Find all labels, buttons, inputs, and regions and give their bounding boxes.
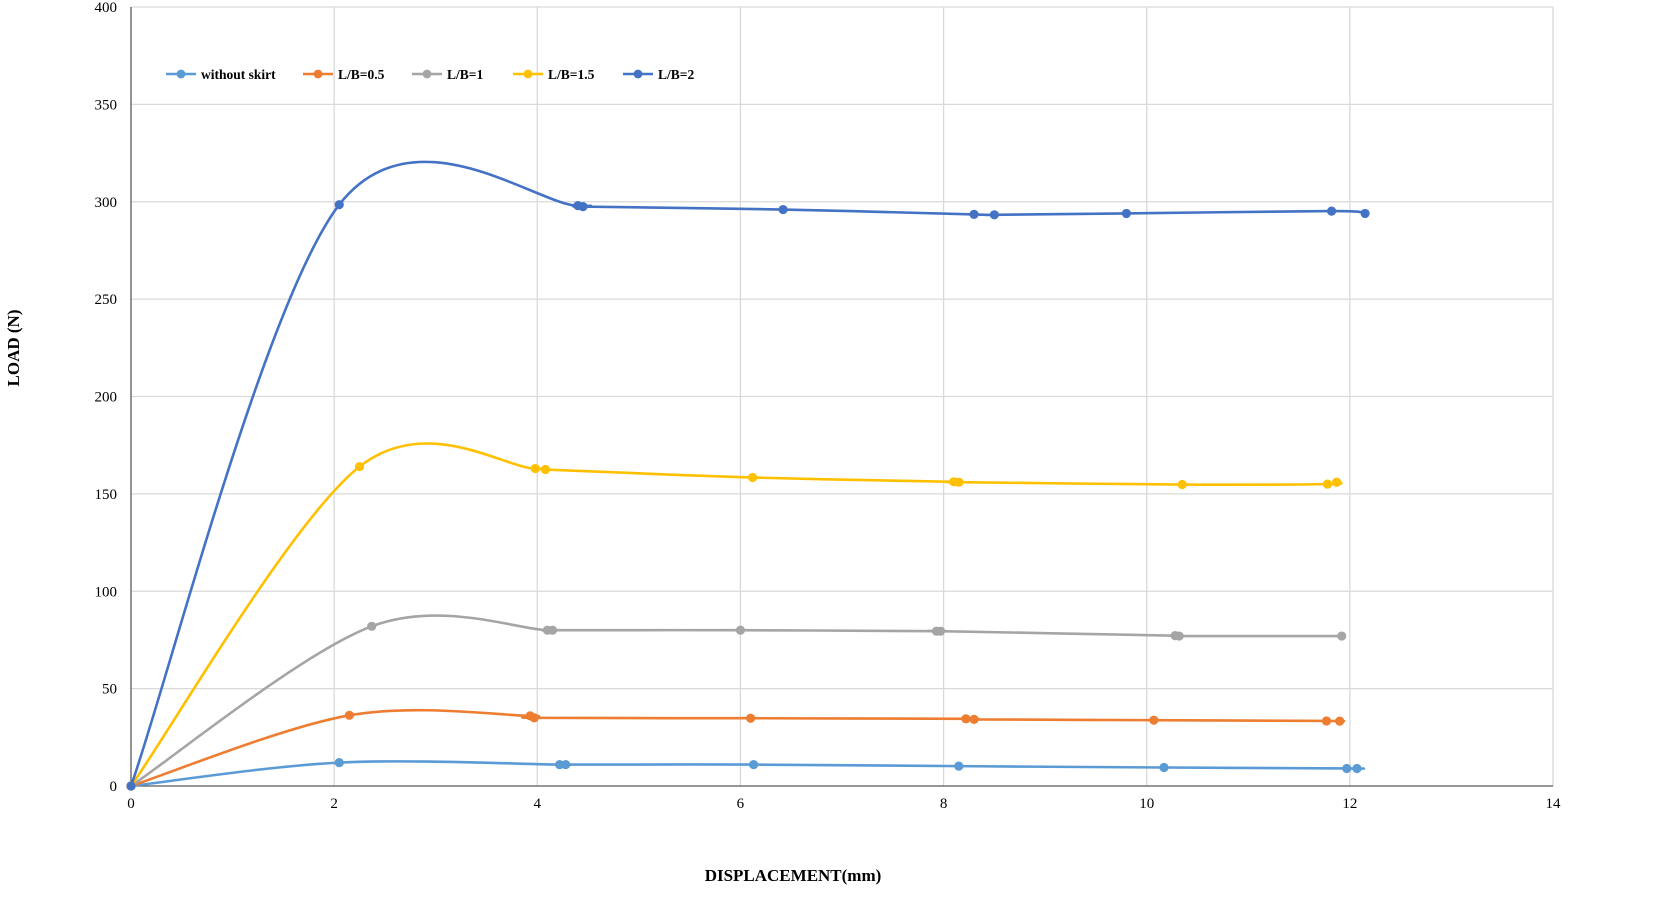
data-point bbox=[334, 758, 344, 768]
axes bbox=[130, 7, 1553, 787]
data-point bbox=[1335, 716, 1345, 726]
data-point bbox=[1360, 208, 1370, 219]
data-point bbox=[749, 759, 759, 770]
legend-item-l-b-1: L/B=1 bbox=[412, 67, 483, 82]
legend-marker bbox=[313, 69, 323, 79]
legend-label: L/B=1 bbox=[447, 67, 483, 82]
x-tick-label: 12 bbox=[1342, 796, 1357, 812]
legend-label: L/B=0.5 bbox=[338, 67, 385, 82]
data-point bbox=[529, 713, 539, 723]
legend-item-l-b-0-5: L/B=0.5 bbox=[303, 67, 385, 82]
data-point bbox=[1337, 631, 1347, 641]
series-l-b-1-5 bbox=[126, 442, 1343, 791]
x-tick-label: 0 bbox=[127, 796, 135, 812]
data-point bbox=[561, 759, 571, 770]
legend-marker bbox=[633, 69, 643, 79]
data-point bbox=[1149, 715, 1159, 725]
data-point bbox=[1352, 763, 1362, 774]
y-tick-label: 0 bbox=[110, 779, 118, 795]
series-line bbox=[129, 160, 1366, 787]
data-point bbox=[969, 714, 979, 724]
grid-lines bbox=[131, 6, 1554, 786]
legend-marker bbox=[176, 69, 186, 79]
data-point bbox=[935, 626, 946, 636]
series-l-b-0-5 bbox=[126, 708, 1346, 791]
data-point bbox=[954, 477, 964, 487]
tick-labels: 0 50 100 150 200 250 300 350 400 0 2 4 6 8 10 12 14 bbox=[95, 0, 1562, 812]
y-tick-label: 350 bbox=[95, 97, 118, 113]
x-tick-label: 4 bbox=[534, 796, 542, 812]
y-tick-label: 400 bbox=[95, 0, 118, 16]
series-l-b-2 bbox=[126, 160, 1370, 791]
data-point bbox=[735, 625, 746, 635]
x-tick-label: 10 bbox=[1139, 796, 1154, 812]
data-point bbox=[748, 472, 758, 483]
data-point bbox=[530, 463, 540, 474]
data-point bbox=[1321, 716, 1332, 726]
data-point bbox=[989, 210, 999, 220]
data-point bbox=[1159, 762, 1169, 773]
data-point bbox=[745, 713, 756, 723]
legend-marker bbox=[523, 69, 533, 79]
legend-item-l-b-1-5: L/B=1.5 bbox=[513, 67, 595, 82]
legend-label: without skirt bbox=[201, 67, 276, 82]
y-tick-label: 50 bbox=[102, 682, 117, 698]
data-point bbox=[547, 625, 558, 635]
data-point bbox=[1121, 208, 1131, 219]
x-tick-label: 8 bbox=[940, 796, 948, 812]
y-tick-label: 200 bbox=[95, 390, 118, 406]
data-point bbox=[961, 714, 971, 724]
data-point bbox=[578, 202, 588, 212]
data-point bbox=[540, 464, 551, 475]
y-axis-title: LOAD (N) bbox=[4, 310, 23, 387]
y-tick-label: 250 bbox=[95, 292, 118, 308]
legend-marker bbox=[422, 69, 432, 79]
data-point bbox=[334, 200, 344, 210]
series-line bbox=[130, 614, 1342, 788]
x-tick-label: 6 bbox=[737, 796, 745, 812]
series-layer bbox=[126, 160, 1370, 791]
data-point bbox=[954, 761, 964, 771]
x-tick-label: 2 bbox=[330, 796, 338, 812]
data-point bbox=[969, 209, 979, 220]
data-point bbox=[1326, 206, 1337, 216]
data-point bbox=[1342, 763, 1352, 774]
x-tick-label: 14 bbox=[1546, 796, 1562, 812]
legend: without skirt L/B=0.5 L/B=1 L/B=1.5 L/B=2 bbox=[166, 67, 694, 82]
data-point bbox=[344, 710, 354, 720]
x-axis-title: DISPLACEMENT(mm) bbox=[705, 866, 882, 885]
legend-item-without-skirt: without skirt bbox=[166, 67, 276, 82]
series-without-skirt bbox=[126, 758, 1366, 791]
series-line bbox=[129, 442, 1343, 787]
series-line bbox=[130, 708, 1346, 788]
legend-label: L/B=2 bbox=[658, 67, 694, 82]
y-tick-label: 150 bbox=[95, 487, 118, 503]
y-tick-label: 300 bbox=[95, 195, 118, 211]
data-point bbox=[1322, 479, 1333, 489]
legend-item-l-b-2: L/B=2 bbox=[623, 67, 694, 82]
series-line bbox=[130, 760, 1366, 788]
legend-label: L/B=1.5 bbox=[548, 67, 595, 82]
y-tick-label: 100 bbox=[95, 584, 118, 600]
data-point bbox=[367, 621, 377, 631]
data-point bbox=[1174, 631, 1184, 641]
data-point bbox=[778, 204, 788, 215]
data-point bbox=[126, 781, 136, 791]
data-point bbox=[1177, 479, 1187, 490]
data-point bbox=[354, 462, 365, 472]
data-point bbox=[1332, 477, 1342, 487]
